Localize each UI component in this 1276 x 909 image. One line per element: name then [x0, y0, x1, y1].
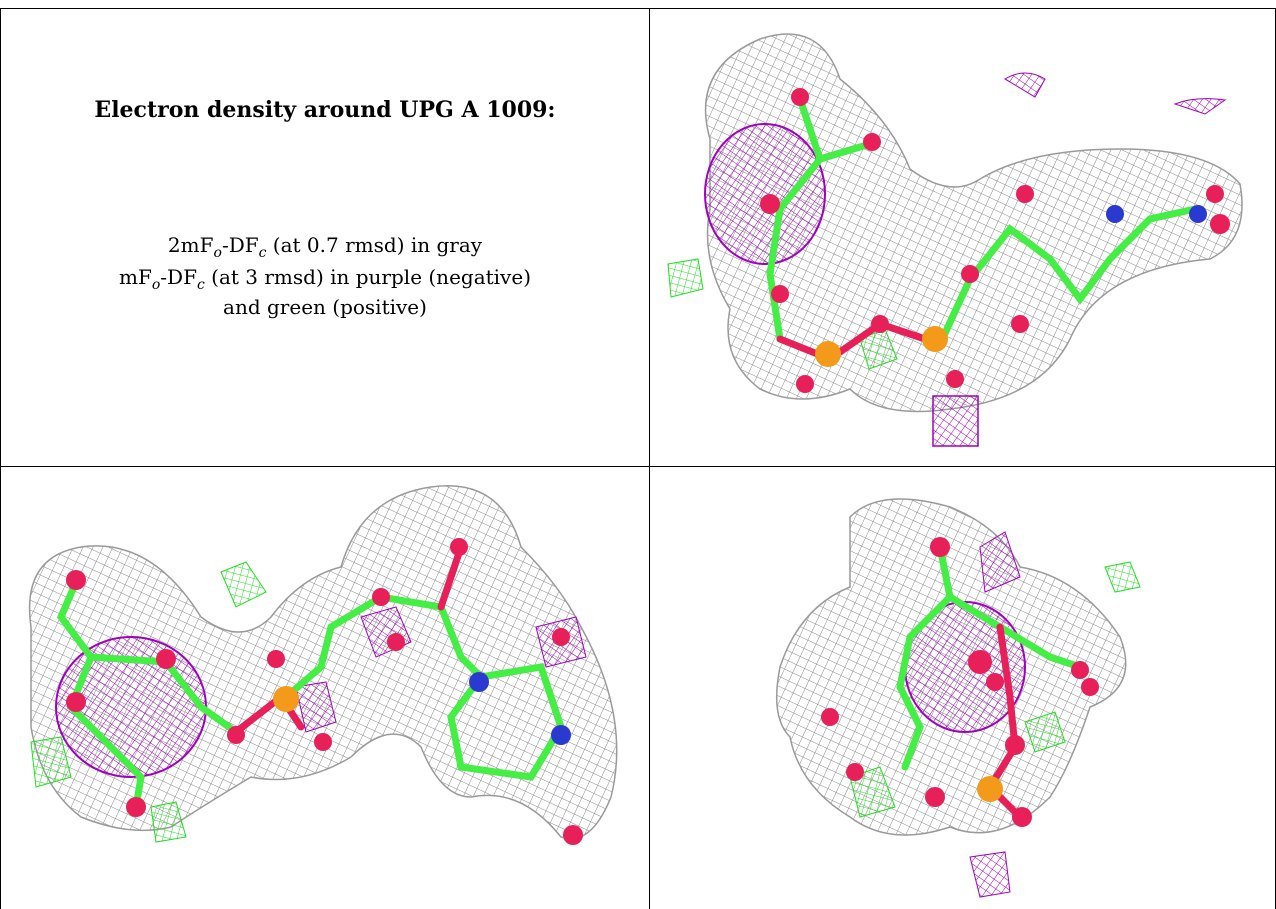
border-top	[0, 8, 1276, 9]
molecule-density-image-3	[775, 498, 1141, 898]
border-middle	[0, 466, 1276, 467]
border-center	[649, 8, 650, 909]
caption-map2-line2: and green (positive)	[223, 295, 427, 319]
molecule-density-image-2	[28, 485, 618, 845]
density-view-bottom-right	[650, 467, 1275, 909]
border-left	[0, 8, 1, 909]
molecule-density-image-1	[667, 33, 1243, 447]
density-view-top-right	[650, 9, 1275, 466]
caption-map1: 2mFo-DFc (at 0.7 rmsd) in gray	[167, 233, 483, 261]
caption-title: Electron density around UPG A 1009:	[94, 97, 556, 123]
density-view-bottom-left	[1, 467, 649, 909]
caption-map2: mFo-DFc (at 3 rmsd) in purple (negative)	[119, 265, 531, 293]
caption-cell: Electron density around UPG A 1009: 2mFo…	[1, 9, 649, 466]
